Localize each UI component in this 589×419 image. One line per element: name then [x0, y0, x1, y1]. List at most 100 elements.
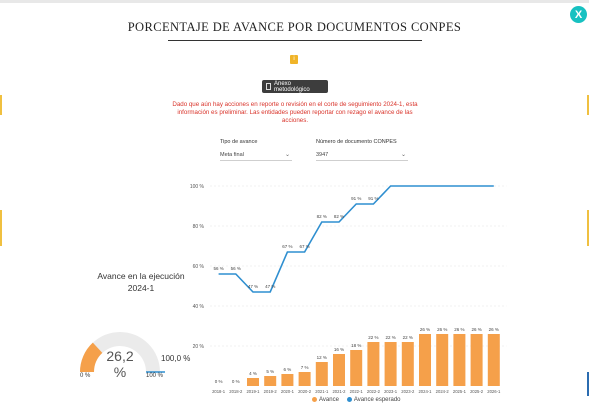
gauge-value: 26,2 % — [106, 348, 134, 380]
bar — [315, 362, 328, 386]
bar-data-label: 0 % — [232, 379, 240, 384]
bar — [453, 334, 466, 386]
gauge-target-label: 100,0 % — [161, 354, 191, 363]
bar — [470, 334, 483, 386]
bar — [264, 376, 277, 386]
bar-data-label: 0 % — [215, 379, 223, 384]
bar — [436, 334, 449, 386]
tipo-avance-label: Tipo de avance — [220, 139, 258, 145]
bar-data-label: 26 % — [454, 327, 464, 332]
chevron-down-icon: ⌄ — [400, 152, 406, 158]
line-data-label: 47 % — [265, 284, 275, 289]
y-tick-label: 80 % — [193, 224, 205, 230]
window-top-border — [0, 0, 589, 3]
x-tick-label: 2024-1 — [418, 389, 432, 394]
preliminary-notice: Dado que aún hay acciones en reporte o r… — [172, 101, 418, 124]
bar — [487, 334, 500, 386]
bar-data-label: 26 % — [471, 327, 481, 332]
x-tick-label: 2024-2 — [436, 389, 450, 394]
annex-button[interactable]: Anexo metodológico — [262, 80, 328, 93]
bar-data-label: 22 % — [368, 335, 378, 340]
title-underline — [168, 40, 422, 41]
x-tick-label: 2023-2 — [401, 389, 415, 394]
x-tick-label: 2019-2 — [264, 389, 278, 394]
bar — [350, 350, 363, 386]
line-data-label: 47 % — [248, 284, 258, 289]
bar — [419, 334, 431, 386]
legend-swatch — [346, 397, 352, 402]
line-data-label: 82 % — [317, 214, 327, 219]
x-tick-label: 2019-1 — [246, 389, 260, 394]
bar-data-label: 16 % — [334, 347, 344, 352]
x-tick-label: 2020-2 — [298, 389, 312, 394]
bar — [333, 354, 345, 386]
expected-progress-line — [218, 185, 494, 293]
right-edge-highlight — [587, 95, 589, 115]
x-tick-label: 2022-2 — [367, 389, 381, 394]
bar — [281, 374, 294, 386]
page-title: PORCENTAJE DE AVANCE POR DOCUMENTOS CONP… — [127, 20, 462, 34]
x-tick-label: 2023-1 — [384, 389, 398, 394]
bar-data-label: 12 % — [317, 355, 327, 360]
bar — [298, 372, 311, 386]
left-edge-highlight — [0, 95, 2, 115]
x-tick-label: 2022-1 — [350, 389, 364, 394]
doc-number-label: Número de documento CONPES — [316, 139, 397, 145]
info-icon[interactable]: i — [290, 55, 298, 64]
line-data-label: 67 % — [282, 244, 292, 249]
bar-data-label: 26 % — [437, 327, 447, 332]
legend-label: Avance — [319, 397, 339, 404]
y-tick-label: 100 % — [190, 184, 205, 190]
line-data-label: 91 % — [368, 196, 378, 201]
bar — [384, 342, 397, 386]
gauge-max-label: 100 % — [146, 373, 164, 379]
legend-item-avance[interactable]: Avance — [312, 397, 339, 403]
legend-swatch — [312, 397, 317, 402]
y-tick-label: 20 % — [193, 344, 205, 350]
line-data-label: 56 % — [231, 266, 241, 271]
x-tick-label: 2025-1 — [453, 389, 467, 394]
bar-data-label: 26 % — [420, 327, 430, 332]
x-tick-label: 2020-1 — [281, 389, 295, 394]
x-tick-label: 2026-1 — [487, 389, 501, 394]
doc-number-select[interactable]: 3947 ⌄ — [316, 149, 408, 161]
annex-button-label: Anexo metodológico — [273, 80, 310, 93]
line-data-label: 56 % — [213, 266, 223, 271]
close-button[interactable]: X — [570, 6, 587, 23]
line-data-label: 67 % — [299, 244, 309, 249]
bar — [401, 342, 414, 386]
doc-number-value: 3947 — [316, 151, 329, 158]
x-tick-label: 2021-1 — [315, 389, 329, 394]
gauge-min-label: 0 % — [80, 373, 91, 379]
right-edge-marker — [587, 372, 589, 396]
tipo-avance-value: Meta final — [220, 151, 244, 158]
bar-data-label: 4 % — [249, 371, 257, 376]
x-tick-label: 2018-2 — [229, 389, 243, 394]
tipo-avance-select[interactable]: Meta final ⌄ — [220, 149, 292, 161]
line-data-label: 82 % — [334, 214, 344, 219]
line-data-label: 91 % — [351, 196, 361, 201]
legend-label: Avance esperado — [353, 397, 401, 404]
document-icon — [266, 83, 271, 90]
x-tick-label: 2018-1 — [212, 389, 226, 394]
left-edge-highlight — [0, 210, 2, 246]
chevron-down-icon: ⌄ — [284, 152, 290, 158]
right-edge-highlight — [587, 210, 589, 246]
x-tick-label: 2025-2 — [470, 389, 484, 394]
bar-data-label: 22 % — [403, 335, 413, 340]
legend-item-esperado[interactable]: Avance esperado — [346, 397, 401, 404]
y-tick-label: 40 % — [193, 304, 205, 310]
bar — [367, 342, 380, 386]
bar — [247, 378, 259, 386]
chart-legend: Avance Avance esperado — [312, 397, 401, 403]
bar-data-label: 5 % — [266, 369, 274, 374]
bar-data-label: 7 % — [301, 365, 309, 370]
gauge-title: Avance en la ejecución 2024-1 — [97, 271, 185, 293]
bar-data-label: 6 % — [284, 367, 292, 372]
bar-data-label: 26 % — [489, 327, 499, 332]
x-tick-label: 2021-2 — [332, 389, 346, 394]
bar-data-label: 18 % — [351, 343, 361, 348]
bar-data-label: 22 % — [385, 335, 395, 340]
y-tick-label: 60 % — [193, 264, 205, 270]
